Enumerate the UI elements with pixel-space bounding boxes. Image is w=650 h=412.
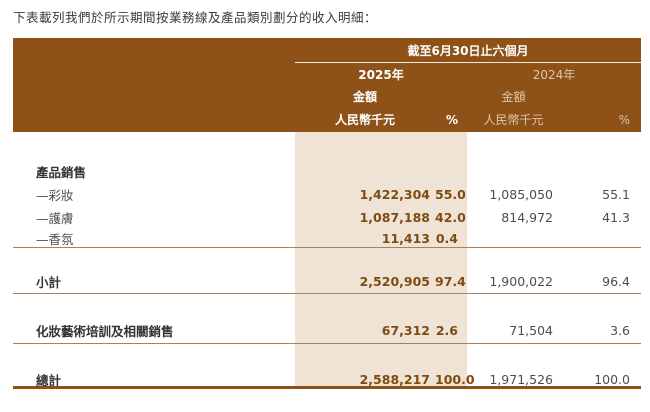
row-label: 總計 bbox=[36, 373, 62, 388]
row-label: —護膚 bbox=[36, 211, 74, 226]
year-2024-label: 2024年 bbox=[532, 67, 576, 82]
highlight-column-2025 bbox=[295, 132, 467, 389]
pct-2024-cell: 55.1 bbox=[602, 187, 630, 202]
amount-2024-cell: 1,085,050 bbox=[489, 187, 553, 202]
table-row-total: 總計 2,588,217 100.0 1,971,526 100.0 bbox=[13, 370, 641, 389]
pct-2025-cell: 55.0 bbox=[435, 187, 466, 202]
amount-2025-cell: 11,413 bbox=[381, 231, 430, 246]
pct-2024-cell: 96.4 bbox=[602, 274, 630, 289]
header-unit-row: 人民幣千元 % 人民幣千元 % bbox=[13, 107, 641, 132]
intro-text: 下表載列我們於所示期間按業務線及產品類別劃分的收入明細： bbox=[13, 10, 378, 25]
period-title: 截至6月30日止六個月 bbox=[295, 38, 641, 63]
pct-2025-cell: 0.4 bbox=[435, 231, 458, 246]
amount-2024-label: 金額 bbox=[501, 89, 526, 104]
amount-2025-label: 金額 bbox=[352, 89, 377, 104]
row-label: —彩妝 bbox=[36, 188, 74, 203]
table-row-product-sales: 產品銷售 bbox=[13, 160, 641, 183]
pct-2024-cell: 100.0 bbox=[594, 372, 630, 387]
amount-2025-cell: 2,520,905 bbox=[359, 274, 430, 289]
header-period-row: 截至6月30日止六個月 bbox=[13, 38, 641, 63]
pct-2024-cell: 41.3 bbox=[602, 210, 630, 225]
pct-2025-cell: 42.0 bbox=[435, 210, 466, 225]
row-label: 產品銷售 bbox=[36, 165, 87, 180]
unit-2024-label: 人民幣千元 bbox=[483, 113, 544, 127]
table-row-subtotal: 小計 2,520,905 97.4 1,900,022 96.4 bbox=[13, 270, 641, 294]
spacer-row bbox=[13, 132, 641, 160]
table-row-training-sales: 化妝藝術培訓及相關銷售 67,312 2.6 71,504 3.6 bbox=[13, 318, 641, 344]
table-body: 產品銷售 —彩妝 1,422,304 55.0 1,085,050 55.1 —… bbox=[13, 132, 641, 389]
amount-2025-cell: 1,087,188 bbox=[359, 210, 430, 225]
row-label: 小計 bbox=[36, 275, 62, 290]
spacer-row bbox=[13, 248, 641, 270]
amount-2025-cell: 1,422,304 bbox=[359, 187, 430, 202]
row-label: 化妝藝術培訓及相關銷售 bbox=[36, 324, 174, 339]
table-row-fragrance: —香氛 11,413 0.4 bbox=[13, 229, 641, 248]
table-row-makeup: —彩妝 1,422,304 55.0 1,085,050 55.1 bbox=[13, 183, 641, 206]
pct-2024-cell: 3.6 bbox=[610, 323, 630, 338]
pct-2025-cell: 100.0 bbox=[435, 372, 475, 387]
spacer-row bbox=[13, 294, 641, 318]
revenue-breakdown-table: 截至6月30日止六個月 2025年 2024年 金額 金額 人民幣千元 % 人民… bbox=[13, 38, 641, 389]
amount-2025-cell: 67,312 bbox=[381, 323, 430, 338]
unit-2025-label: 人民幣千元 bbox=[334, 113, 395, 127]
amount-2024-cell: 71,504 bbox=[509, 323, 553, 338]
header-year-row: 2025年 2024年 bbox=[13, 63, 641, 85]
amount-2024-cell: 1,971,526 bbox=[489, 372, 553, 387]
header-amount-row: 金額 金額 bbox=[13, 85, 641, 107]
spacer-row bbox=[13, 344, 641, 370]
table-header: 截至6月30日止六個月 2025年 2024年 金額 金額 人民幣千元 % 人民… bbox=[13, 38, 641, 132]
table-row-skincare: —護膚 1,087,188 42.0 814,972 41.3 bbox=[13, 206, 641, 229]
year-2025-label: 2025年 bbox=[358, 67, 404, 82]
pct-2025-cell: 97.4 bbox=[435, 274, 466, 289]
amount-2024-cell: 814,972 bbox=[501, 210, 553, 225]
pct-2024-label: % bbox=[618, 112, 630, 127]
amount-2025-cell: 2,588,217 bbox=[359, 372, 430, 387]
amount-2024-cell: 1,900,022 bbox=[489, 274, 553, 289]
pct-2025-label: % bbox=[445, 112, 458, 127]
row-label: —香氛 bbox=[36, 232, 74, 247]
pct-2025-cell: 2.6 bbox=[435, 323, 458, 338]
